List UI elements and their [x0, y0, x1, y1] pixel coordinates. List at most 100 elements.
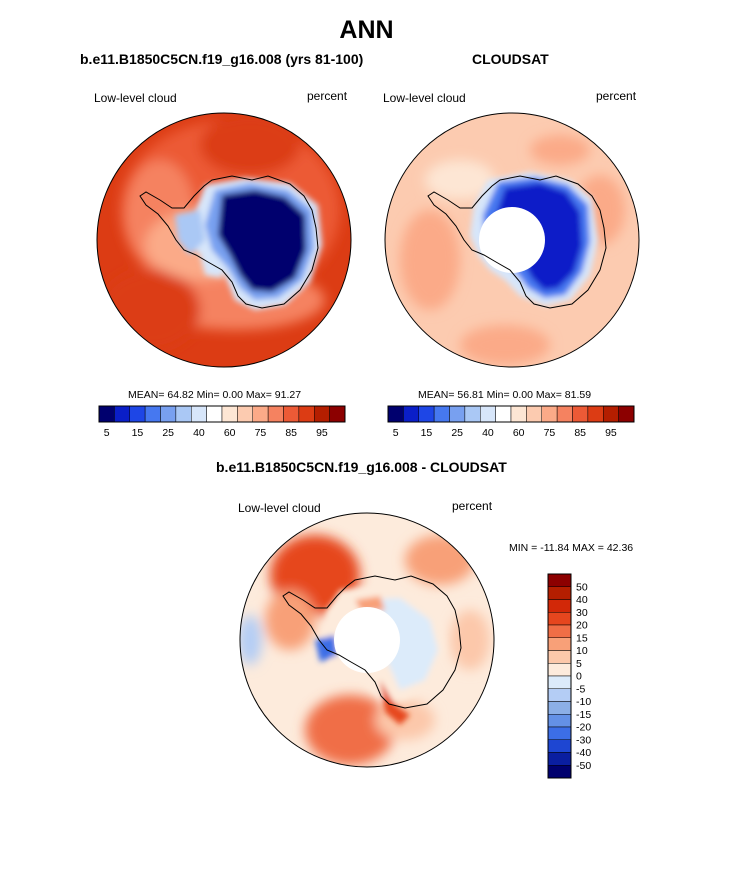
- panel2-colorbar-swatch: [495, 405, 512, 423]
- panel2-colorbar-swatch: [572, 405, 589, 423]
- panel3-colorbar-swatch: [547, 752, 572, 766]
- panel1-colorbar-swatch: [191, 405, 207, 423]
- panel2-colorbar-swatch: [480, 405, 496, 423]
- panel2-missing-data-cap: [479, 207, 545, 273]
- panel1-title: b.e11.B1850C5CN.f19_g16.008 (yrs 81-100): [80, 51, 364, 67]
- panel2-colorbar-swatch: [403, 405, 419, 423]
- panel1-colorbar-tick: 15: [132, 427, 144, 439]
- panel2-colorbar-swatch: [418, 405, 435, 423]
- panel1-colorbar-swatch: [129, 405, 146, 423]
- panel1-colorbar-swatch: [314, 405, 330, 423]
- panel3-colorbar-tick: -10: [576, 696, 591, 708]
- panel2-colorbar-tick: 95: [605, 427, 617, 439]
- panel3-colorbar-tick: -30: [576, 734, 591, 746]
- panel1-colorbar-tick: 75: [255, 427, 267, 439]
- panel2-colorbar-tick: 5: [393, 427, 399, 439]
- panel2-colorbar-tick: 25: [451, 427, 463, 439]
- panel1-colorbar-swatch: [206, 405, 223, 423]
- panel3-colorbar-swatch: [547, 573, 572, 587]
- panel2-colorbar-tick: 15: [421, 427, 433, 439]
- panel3-colorbar-tick: 10: [576, 645, 588, 657]
- panel2-colorbar-tick: 40: [482, 427, 494, 439]
- panel1-coastline: [139, 175, 319, 309]
- panel1-colorbar-tick: 60: [224, 427, 236, 439]
- panel3-colorbar-tick: 0: [576, 671, 582, 683]
- panel1-colorbar-frame: [98, 405, 346, 423]
- panel1-colorbar-swatch: [237, 405, 253, 423]
- panel3-colorbar-tick: 50: [576, 581, 588, 593]
- panel2-map: [385, 113, 639, 367]
- panel3-colorbar-tick: 40: [576, 594, 588, 606]
- panel1-stats: MEAN= 64.82 Min= 0.00 Max= 91.27: [128, 389, 302, 401]
- panel3-colorbar-swatch: [547, 586, 572, 600]
- panel3-colorbar-swatch: [547, 739, 572, 753]
- panel2-colorbar-swatch: [464, 405, 481, 423]
- panel1-colorbar-swatch: [144, 405, 161, 423]
- panel1-colorbar-swatch: [329, 405, 346, 423]
- panel2-colorbar-tick: 60: [513, 427, 525, 439]
- panel1-colorbar-swatch: [98, 405, 115, 423]
- panel3-colorbar-swatch: [547, 624, 572, 638]
- panel3-colorbar-frame: [547, 573, 572, 779]
- panel1-colorbar-tick: 40: [193, 427, 205, 439]
- panel3-colorbar-tick: 20: [576, 620, 588, 632]
- panel2-colorbar-swatch: [618, 405, 635, 423]
- panel3-colorbar-swatch: [547, 663, 572, 677]
- panel2-colorbar-frame: [387, 405, 635, 423]
- panel2-colorbar-swatch: [510, 405, 527, 423]
- panel1-right-label: percent: [307, 89, 348, 103]
- panel1-colorbar-tick: 85: [285, 427, 297, 439]
- panel1-map: [97, 113, 351, 367]
- panel2-colorbar-swatch: [387, 405, 404, 423]
- panel2-stats: MEAN= 56.81 Min= 0.00 Max= 81.59: [418, 389, 592, 401]
- panel2-right-label: percent: [596, 89, 637, 103]
- panel2-title: CLOUDSAT: [472, 51, 549, 67]
- panel3-coastline: [282, 575, 462, 709]
- panel2-coastline: [427, 175, 607, 309]
- panel1-map-border: [96, 112, 352, 368]
- panel3-right-label: percent: [452, 499, 493, 513]
- panel3-colorbar-tick: -20: [576, 722, 591, 734]
- panel2-colorbar-swatch: [526, 405, 542, 423]
- panel3-colorbar-swatch: [547, 688, 572, 702]
- panel1-colorbar-swatch: [252, 405, 269, 423]
- panel3-colorbar-tick: -50: [576, 760, 591, 772]
- panel3-colorbar-swatch: [547, 726, 572, 740]
- panel3-stats: MIN = -11.84 MAX = 42.36: [509, 542, 634, 554]
- panel2-colorbar-tick: 85: [574, 427, 586, 439]
- panel1-colorbar-swatch: [283, 405, 300, 423]
- panel1-colorbar-tick: 95: [316, 427, 328, 439]
- panel3-colorbar-tick: -5: [576, 683, 585, 695]
- figure-title: ANN: [339, 16, 394, 44]
- panel1-colorbar-swatch: [175, 405, 192, 423]
- panel2-colorbar-swatch: [433, 405, 450, 423]
- panel1-colorbar-swatch: [298, 405, 315, 423]
- panel3-colorbar-swatch: [547, 714, 572, 728]
- panel3-colorbar-tick: 5: [576, 658, 582, 670]
- panel2-colorbar-swatch: [449, 405, 466, 423]
- panel3-colorbar-tick: -15: [576, 709, 591, 721]
- panel3-left-label: Low-level cloud: [238, 501, 321, 515]
- panel3-colorbar-tick: -40: [576, 747, 591, 759]
- panel2-colorbar-swatch: [587, 405, 604, 423]
- panel3-colorbar-tick: 15: [576, 632, 588, 644]
- panel3-map: [240, 513, 494, 767]
- panel1-colorbar-swatch: [114, 405, 130, 423]
- panel2-colorbar-swatch: [603, 405, 619, 423]
- panel1-left-label: Low-level cloud: [94, 91, 177, 105]
- panel3-colorbar-swatch: [547, 675, 572, 689]
- panel2-colorbar-swatch: [541, 405, 558, 423]
- panel3-colorbar-swatch: [547, 701, 572, 715]
- panel3-colorbar-swatch: [547, 765, 572, 779]
- panel2-colorbar-tick: 75: [544, 427, 556, 439]
- panel1-colorbar-tick: 25: [162, 427, 174, 439]
- panel3-colorbar-swatch: [547, 637, 572, 651]
- panel1-colorbar-swatch: [267, 405, 284, 423]
- panel2-map-border: [384, 112, 640, 368]
- panel1-colorbar-tick: 5: [104, 427, 110, 439]
- panel3-colorbar-swatch: [547, 599, 572, 613]
- panel3-colorbar-swatch: [547, 650, 572, 664]
- panel3-colorbar-tick: 30: [576, 607, 588, 619]
- panel2-left-label: Low-level cloud: [383, 91, 466, 105]
